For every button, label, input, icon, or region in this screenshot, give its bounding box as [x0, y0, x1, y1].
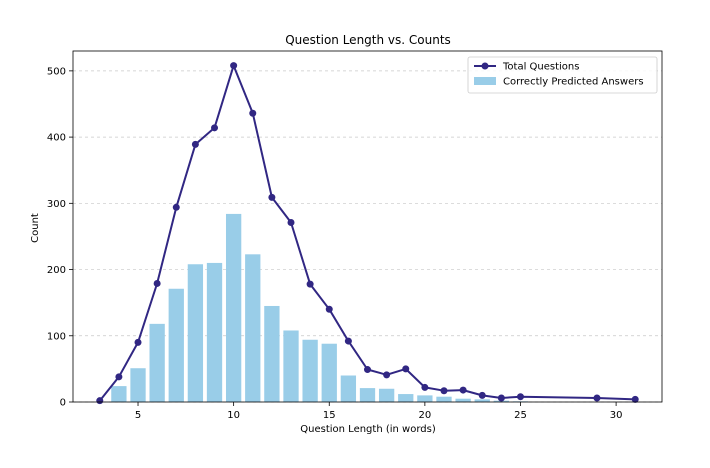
bar [302, 339, 318, 402]
line-point [459, 386, 467, 394]
line-point [115, 373, 123, 381]
line-point [134, 338, 142, 346]
line-point [440, 387, 448, 395]
line-point [230, 62, 238, 70]
bar [149, 323, 165, 402]
bar [225, 213, 242, 402]
legend-box [467, 56, 658, 94]
line-point [593, 394, 601, 402]
line-point [344, 337, 352, 345]
y-tick-label: 100 [47, 331, 66, 342]
y-tick-label: 0 [60, 398, 66, 409]
legend-bar-swatch [474, 77, 496, 85]
line-point [306, 280, 314, 288]
line-point [153, 279, 161, 287]
line-point [631, 395, 639, 403]
x-axis-label: Question Length (in words) [300, 424, 436, 435]
bar-series [111, 213, 529, 402]
bar [206, 262, 223, 402]
x-tick-label: 30 [610, 410, 623, 421]
bar [359, 388, 376, 402]
line-point [96, 397, 104, 405]
bar [245, 254, 261, 402]
bar [111, 386, 127, 402]
y-tick-label: 400 [47, 133, 66, 144]
bar [455, 398, 471, 402]
x-tick-label: 20 [419, 410, 432, 421]
line-point [211, 124, 219, 132]
legend-total-questions: Total Questions [502, 62, 579, 73]
bar [436, 396, 452, 402]
x-tick-label: 10 [227, 410, 240, 421]
line-point [268, 193, 276, 201]
y-tick-label: 200 [47, 265, 66, 276]
y-tick-label: 300 [47, 199, 66, 210]
y-tick-label: 500 [47, 66, 66, 77]
bar [398, 394, 414, 402]
bar [474, 399, 490, 402]
line-point [364, 366, 371, 374]
y-axis-label: Count [30, 213, 41, 243]
axis-ticks: 0 100 200 300 400 500 5 10 15 20 25 30 [47, 66, 623, 421]
bar [187, 264, 204, 402]
plot-frame [72, 50, 663, 403]
bar [378, 388, 395, 402]
line-series [96, 62, 639, 405]
line-point [402, 365, 410, 373]
line-point [191, 140, 199, 148]
line-point [497, 394, 505, 402]
line-point [478, 391, 486, 399]
bar [340, 375, 357, 402]
legend-point-marker [481, 62, 489, 70]
line-point [421, 383, 429, 391]
line-point [287, 219, 295, 227]
bar [283, 330, 299, 402]
bar [264, 305, 280, 402]
x-tick-label: 5 [135, 410, 141, 421]
chart-title: Question Length vs. Counts [285, 33, 451, 47]
x-tick-label: 15 [323, 410, 336, 421]
line-point [172, 203, 180, 211]
legend-correct-answers: Correctly Predicted Answers [503, 77, 644, 88]
bar [417, 395, 433, 402]
legend: Total Questions Correctly Predicted Answ… [467, 56, 658, 94]
bar [130, 368, 146, 402]
line-point [383, 371, 391, 379]
line-point [249, 109, 257, 117]
bar [168, 288, 184, 402]
line-point [325, 305, 333, 313]
bar [321, 343, 337, 402]
line-point [516, 393, 524, 401]
x-tick-label: 25 [514, 410, 527, 421]
